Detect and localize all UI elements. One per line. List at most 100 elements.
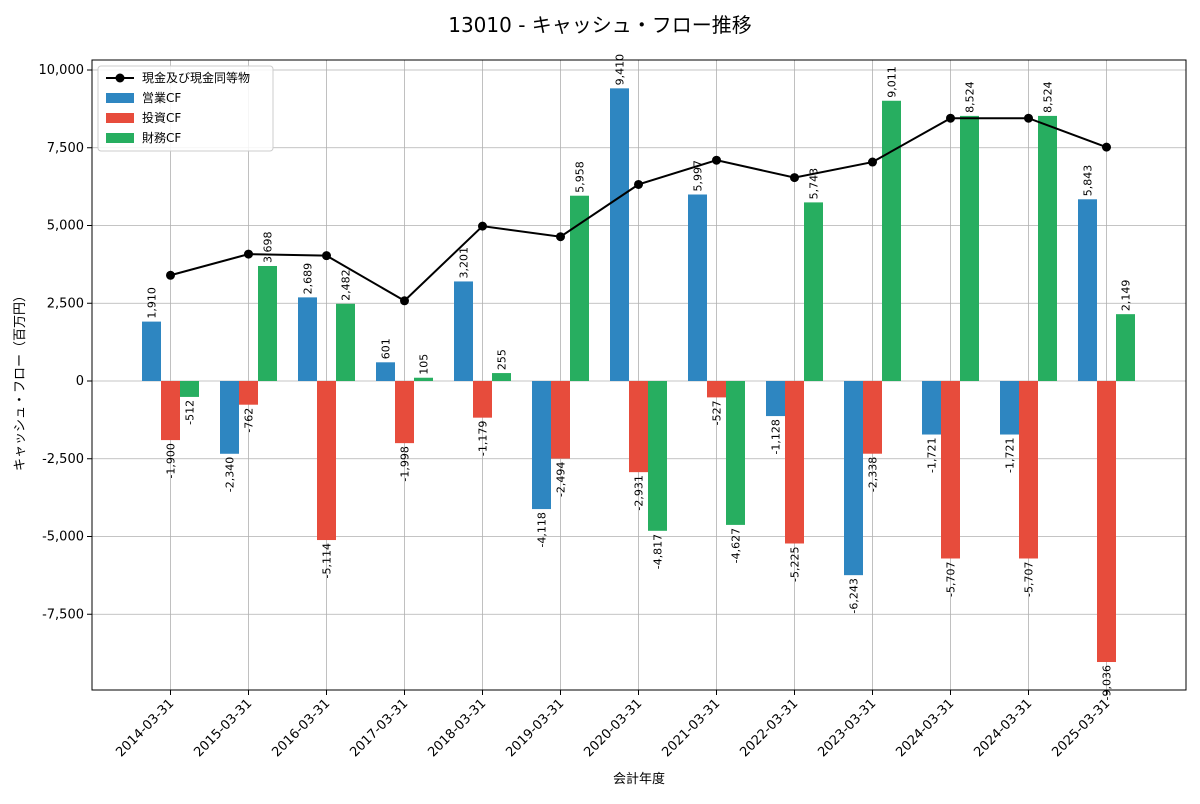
bar-value-label: 9,410 <box>614 54 627 86</box>
bar <box>1078 199 1097 381</box>
bar <box>454 281 473 381</box>
y-axis-title: キャッシュ・フロー（百万円） <box>13 289 28 471</box>
bar-value-label: -1,998 <box>399 446 412 481</box>
bar-value-label: -6,243 <box>848 578 861 613</box>
bar <box>317 381 336 541</box>
x-tick-label: 2019-03-31 <box>503 696 567 760</box>
legend-label: 財務CF <box>142 130 181 145</box>
bar-value-label: 5,843 <box>1082 165 1095 197</box>
bar-value-label: -9,036 <box>1101 665 1114 700</box>
cash-point <box>478 221 487 231</box>
bar-value-label: 105 <box>418 354 431 375</box>
grid-layer <box>92 60 1186 690</box>
cash-point <box>166 270 175 280</box>
bar-value-label: 3,698 <box>262 231 275 263</box>
bar <box>239 381 258 405</box>
bar <box>610 88 629 381</box>
bar <box>648 381 667 531</box>
bar <box>844 381 863 576</box>
legend-label: 営業CF <box>142 91 181 105</box>
bar-value-label: 8,524 <box>1042 81 1055 113</box>
x-tick-label: 2022-03-31 <box>737 696 801 760</box>
bar <box>863 381 882 454</box>
bar <box>922 381 941 435</box>
x-axis-title: 会計年度 <box>613 771 665 787</box>
bar-value-label: 2,689 <box>302 263 315 295</box>
bar <box>941 381 960 559</box>
cash-point <box>634 179 643 189</box>
legend-swatch <box>106 113 134 123</box>
bar <box>1116 314 1135 381</box>
bar <box>142 321 161 381</box>
bar-value-label: 255 <box>496 349 509 370</box>
cash-point <box>244 249 253 259</box>
bar-value-label: -5,707 <box>945 561 958 596</box>
bar <box>376 362 395 381</box>
bar-value-label: 3,201 <box>458 247 471 279</box>
bar-value-label: -4,627 <box>730 528 743 563</box>
bar-value-label: -4,817 <box>652 534 665 569</box>
bar <box>707 381 726 398</box>
bar <box>258 265 277 381</box>
cash-point <box>712 155 721 165</box>
legend-label: 現金及び現金同等物 <box>142 70 250 85</box>
y-tick-label: 0 <box>76 374 84 389</box>
bar-value-label: -2,494 <box>555 462 568 497</box>
bar <box>726 381 745 525</box>
x-tick-label: 2021-03-31 <box>659 696 723 760</box>
y-tick-label: 7,500 <box>47 141 84 156</box>
y-axis: -7,500 -5,000 -2,500 0 2,500 5,000 7,500 10,000 <box>39 63 92 622</box>
bar-value-label: -527 <box>711 400 724 425</box>
cash-point <box>1024 113 1033 123</box>
cash-point <box>946 113 955 123</box>
bar <box>629 381 648 473</box>
x-tick-label: 2024-03-31 <box>971 696 1035 760</box>
bar-value-label: 9,011 <box>886 66 899 98</box>
x-tick-label: 2017-03-31 <box>347 696 411 760</box>
bar-value-label: 2,149 <box>1120 280 1133 312</box>
bar-value-label: -5,225 <box>789 546 802 581</box>
bars-layer <box>142 88 1135 663</box>
bar <box>532 381 551 510</box>
bar <box>298 297 317 381</box>
bar <box>336 303 355 381</box>
bar <box>1038 115 1057 382</box>
bar <box>570 195 589 381</box>
bar-value-label: 8,524 <box>964 81 977 113</box>
bar-value-label: -1,128 <box>770 419 783 454</box>
legend-swatch <box>106 93 134 103</box>
bar-value-label: 5,743 <box>808 168 821 200</box>
bar-value-label: 1,910 <box>146 287 159 319</box>
bar <box>551 381 570 459</box>
x-tick-label: 2023-03-31 <box>815 696 879 760</box>
bar <box>1000 381 1019 435</box>
bar <box>1097 381 1116 663</box>
x-tick-label: 2020-03-31 <box>581 696 645 760</box>
x-tick-label: 2024-03-31 <box>893 696 957 760</box>
bar <box>473 381 492 418</box>
bar-value-label: -1,721 <box>1004 438 1017 473</box>
bar <box>960 115 979 382</box>
bar <box>804 202 823 381</box>
y-tick-label: 5,000 <box>47 219 84 234</box>
y-tick-label: -5,000 <box>42 530 84 545</box>
y-tick-label: 2,500 <box>47 296 84 311</box>
bar-value-label: -1,900 <box>165 443 178 478</box>
bar <box>492 373 511 381</box>
x-tick-label: 2025-03-31 <box>1049 696 1113 760</box>
bar <box>766 381 785 417</box>
bar <box>180 381 199 397</box>
cash-line-layer <box>166 113 1111 306</box>
x-tick-label: 2016-03-31 <box>269 696 333 760</box>
y-tick-label: 10,000 <box>39 63 85 78</box>
bar-value-label: -1,179 <box>477 421 490 456</box>
bar-value-label: -512 <box>184 400 197 425</box>
cash-point <box>790 173 799 183</box>
bar-value-label: -1,721 <box>926 438 939 473</box>
bar <box>785 381 804 544</box>
cash-point <box>556 232 565 242</box>
x-tick-label: 2015-03-31 <box>191 696 255 760</box>
